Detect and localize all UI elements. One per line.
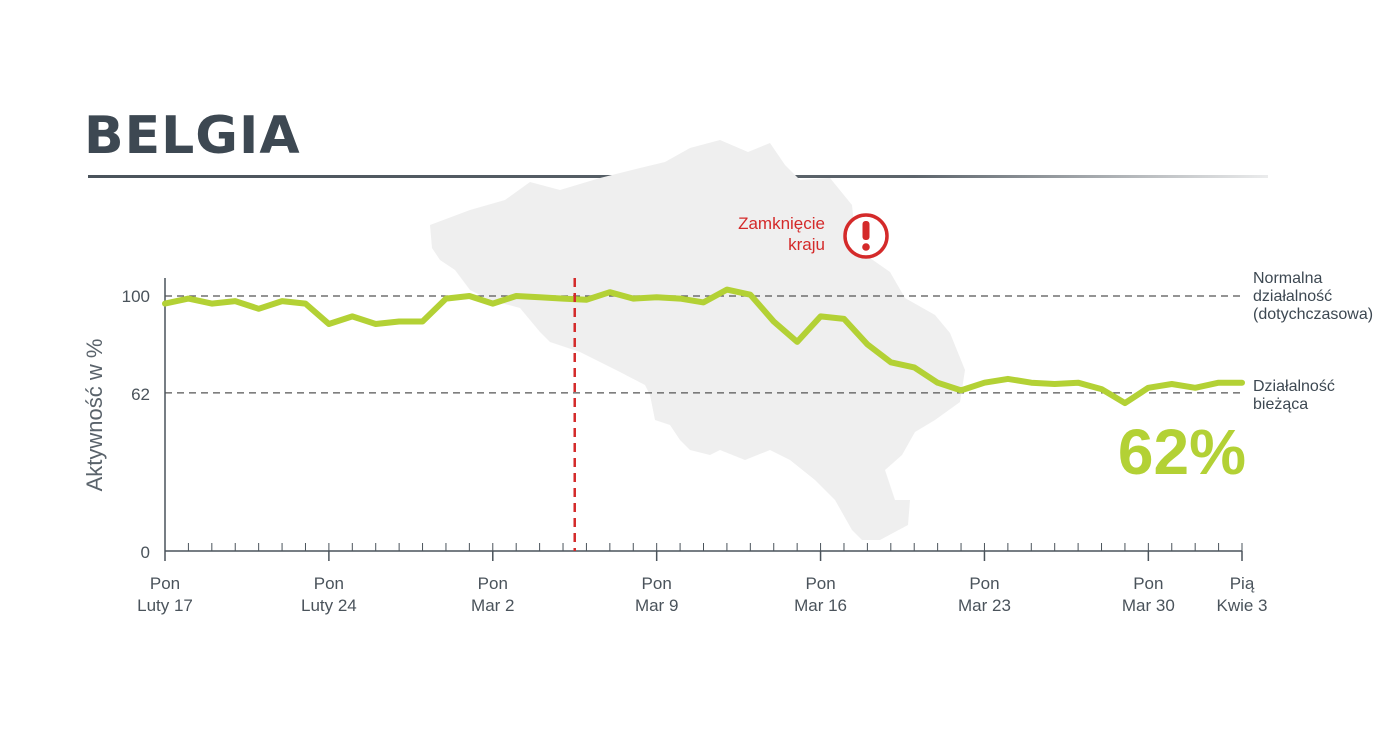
lockdown-label-line2: kraju — [788, 235, 825, 254]
x-tick-label: Mar 16 — [794, 596, 847, 615]
x-tick-label: Pią — [1230, 574, 1255, 593]
normal-activity-label-line2: działalność — [1253, 288, 1332, 305]
x-tick-label: Pon — [314, 574, 344, 593]
x-axis-major-ticks — [164, 551, 1243, 561]
current-activity-label-line2: bieżąca — [1253, 396, 1308, 413]
activity-series-line — [162, 286, 1245, 407]
x-tick-label: Pon — [150, 574, 180, 593]
y-tick-label-0: 0 — [141, 543, 150, 562]
x-tick-label: Luty 17 — [137, 596, 193, 615]
y-tick-label-62: 62 — [131, 385, 150, 404]
x-tick-label: Mar 2 — [471, 596, 514, 615]
x-tick-label: Mar 30 — [1122, 596, 1175, 615]
x-tick-label: Pon — [1133, 574, 1163, 593]
normal-activity-label-line3: (dotychczasowa) — [1253, 306, 1373, 323]
belgium-map-silhouette — [430, 140, 965, 540]
lockdown-label-line1: Zamknięcie — [738, 214, 825, 233]
x-tick-label: Mar 23 — [958, 596, 1011, 615]
current-activity-label-line1: Działalność — [1253, 378, 1335, 395]
y-tick-label-100: 100 — [122, 287, 150, 306]
x-tick-label: Pon — [969, 574, 999, 593]
x-tick-labels: Pon Luty 17 Pon Luty 24 Pon Mar 2 Pon Mar 9 Pon M… — [137, 574, 1267, 615]
x-tick-label: Pon — [642, 574, 672, 593]
normal-activity-label-line1: Normalna — [1253, 270, 1322, 287]
x-tick-label: Pon — [805, 574, 835, 593]
x-tick-label: Kwie 3 — [1216, 596, 1267, 615]
y-axis-title: Aktywność w % — [82, 339, 107, 492]
x-tick-label: Mar 9 — [635, 596, 678, 615]
page-title: BELGIA — [84, 106, 301, 166]
x-tick-label: Luty 24 — [301, 596, 357, 615]
exclamation-circle-icon — [843, 213, 889, 259]
x-axis-minor-ticks — [164, 543, 1243, 551]
current-activity-percent: 62% — [1118, 416, 1246, 488]
x-tick-label: Pon — [478, 574, 508, 593]
